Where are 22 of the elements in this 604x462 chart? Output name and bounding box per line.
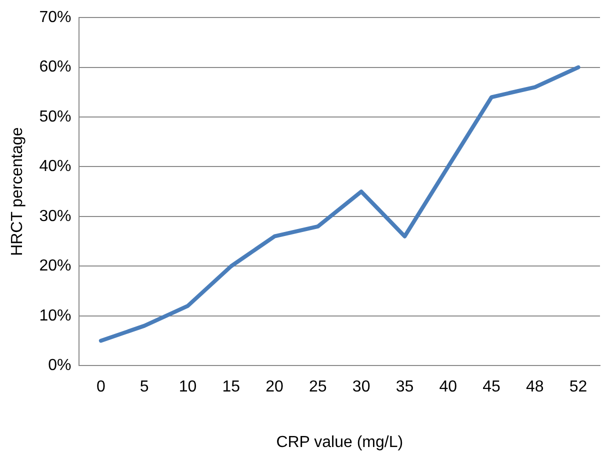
- y-tick-label: 0%: [48, 357, 72, 374]
- x-tick-label: 40: [439, 378, 458, 396]
- y-tick-label: 60%: [39, 58, 72, 76]
- y-tick-label: 50%: [39, 108, 72, 126]
- y-tick-label: 30%: [39, 208, 72, 225]
- y-axis-title: HRCT percentage: [9, 127, 26, 256]
- x-tick-label: 25: [309, 378, 327, 396]
- x-tick-label: 30: [352, 378, 370, 396]
- y-tick-label: 20%: [39, 258, 72, 275]
- x-tick-label: 48: [526, 378, 544, 396]
- x-tick-label: 52: [569, 378, 588, 396]
- x-tick-label: 5: [140, 378, 149, 396]
- y-tick-label: 10%: [39, 307, 72, 324]
- x-tick-label: 20: [266, 378, 284, 396]
- x-tick-label: 10: [178, 378, 197, 396]
- x-tick-label: 35: [396, 378, 414, 396]
- x-tick-label: 15: [222, 378, 240, 396]
- y-tick-label: 40%: [39, 158, 72, 176]
- x-axis-title: CRP value (mg/L): [276, 434, 404, 451]
- y-tick-label: 70%: [39, 9, 72, 26]
- x-tick-label: 0: [96, 378, 106, 396]
- x-tick-label: 45: [482, 378, 501, 396]
